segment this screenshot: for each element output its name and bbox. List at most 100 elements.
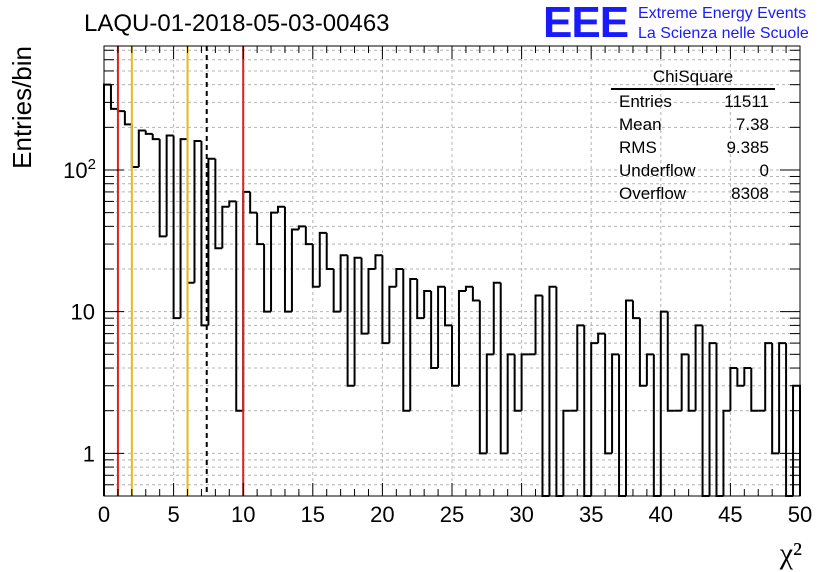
- x-axis-title: χ²: [779, 537, 802, 570]
- histogram-bin: [242, 190, 251, 411]
- histogram-bin: [263, 244, 272, 313]
- histogram-bin: [680, 353, 689, 411]
- histogram-bin: [743, 367, 752, 386]
- stats-row-entries: Entries 11511: [611, 90, 775, 113]
- histogram-bin: [144, 130, 153, 135]
- stats-value: 8308: [731, 184, 769, 203]
- histogram-bin: [214, 158, 223, 250]
- histogram-bin: [520, 353, 529, 411]
- histogram-bin: [534, 294, 543, 355]
- histogram-bin: [193, 140, 202, 283]
- histogram-bin: [346, 255, 355, 387]
- histogram-bin: [151, 133, 160, 141]
- eee-logo-mark: EEE: [543, 0, 629, 47]
- histogram-bin: [722, 409, 731, 496]
- histogram-bin: [792, 384, 801, 496]
- logo-line-2: La Scienza nelle Scuole: [638, 25, 809, 42]
- histogram-bin: [778, 342, 787, 454]
- histogram-bin: [123, 111, 132, 126]
- histogram-bin: [736, 368, 745, 387]
- histogram-bin: [109, 84, 118, 110]
- stats-label: Entries: [619, 92, 672, 111]
- histogram-bin: [395, 268, 404, 287]
- histogram-bin: [597, 332, 606, 344]
- histogram-bin: [485, 353, 494, 454]
- histogram-bin: [381, 255, 390, 345]
- histogram-bin: [576, 324, 585, 411]
- stats-value: 0: [759, 161, 769, 180]
- histogram-bin: [172, 135, 181, 320]
- histogram-bin: [207, 157, 216, 326]
- stats-label: RMS: [619, 138, 657, 157]
- histogram-bin: [423, 289, 432, 319]
- y-axis-title: Entries/bin: [7, 46, 37, 169]
- histogram-bin: [402, 269, 411, 412]
- stats-row-mean: Mean 7.38: [611, 113, 775, 136]
- histogram-bin: [659, 310, 668, 496]
- stats-label: Mean: [619, 115, 662, 134]
- histogram-bin: [277, 205, 285, 213]
- histogram-bin: [611, 353, 620, 454]
- histogram-bin: [618, 354, 626, 497]
- histogram-bin: [638, 318, 647, 387]
- stats-value: 7.38: [735, 115, 769, 134]
- histogram-bin: [256, 212, 265, 246]
- histogram-bin: [200, 141, 209, 327]
- run-title: LAQU-01-2018-05-03-00463: [84, 10, 390, 37]
- histogram-bin: [221, 205, 230, 249]
- stats-label: Overflow: [619, 184, 687, 203]
- histogram-bin: [270, 211, 278, 312]
- histogram-bin: [750, 368, 759, 412]
- histogram-bin: [290, 228, 299, 312]
- stats-label: Underflow: [619, 161, 696, 180]
- histogram-bin: [165, 134, 174, 237]
- histogram-bin: [311, 244, 320, 288]
- histogram-bin: [513, 354, 522, 412]
- histogram-bin: [437, 285, 446, 369]
- histogram-bin: [729, 367, 738, 411]
- histogram-bin: [457, 289, 466, 386]
- y-tick-label: 1: [83, 441, 95, 466]
- histogram-bin: [625, 299, 633, 496]
- x-tick-label: 40: [649, 502, 673, 527]
- histogram-bin: [416, 279, 425, 320]
- histogram-bin: [353, 256, 362, 386]
- histogram-bin: [645, 353, 654, 386]
- tick-labels: 0 5 10 15 20 25 30 35 40 45 50 1 10 102: [63, 156, 812, 527]
- histogram-bin: [715, 343, 724, 497]
- eee-logo: EEE Extreme Energy Events La Scienza nel…: [543, 0, 836, 47]
- histogram-bin: [360, 257, 369, 335]
- histogram-bin: [116, 108, 125, 113]
- histogram-bin: [388, 285, 397, 344]
- cut-lines: [116, 46, 245, 496]
- histogram-bin: [694, 324, 703, 411]
- histogram-bin: [228, 200, 237, 207]
- histogram-bin: [179, 138, 188, 319]
- x-tick-label: 45: [718, 502, 742, 527]
- histogram-bin: [235, 201, 244, 412]
- histogram-bin: [318, 231, 327, 287]
- x-tick-label: 35: [579, 502, 603, 527]
- histogram-bin: [249, 191, 258, 214]
- histogram-bin: [130, 124, 139, 168]
- y-tick-label: 10: [71, 300, 95, 325]
- histogram-bin: [687, 354, 696, 412]
- stats-row-overflow: Overflow 8308: [611, 182, 775, 205]
- histogram-bin: [444, 286, 452, 327]
- histogram-bin: [631, 300, 640, 320]
- stats-box: ChiSquare Entries 11511 Mean 7.38 RMS 9.…: [611, 66, 775, 205]
- histogram-bin: [548, 285, 557, 496]
- logo-line-1: Extreme Energy Events: [638, 5, 807, 22]
- x-tick-label: 10: [231, 502, 255, 527]
- stats-value: 11511: [724, 92, 769, 111]
- x-tick-label: 25: [440, 502, 464, 527]
- histogram-bin: [339, 254, 348, 312]
- histogram-bin: [764, 342, 773, 411]
- x-tick-label: 5: [167, 502, 179, 527]
- histogram-bin: [367, 268, 376, 334]
- x-tick-label: 50: [788, 502, 812, 527]
- histogram-bin: [562, 409, 571, 496]
- x-tick-label: 30: [509, 502, 533, 527]
- histogram-bin: [464, 285, 473, 291]
- histogram-bin: [604, 333, 613, 455]
